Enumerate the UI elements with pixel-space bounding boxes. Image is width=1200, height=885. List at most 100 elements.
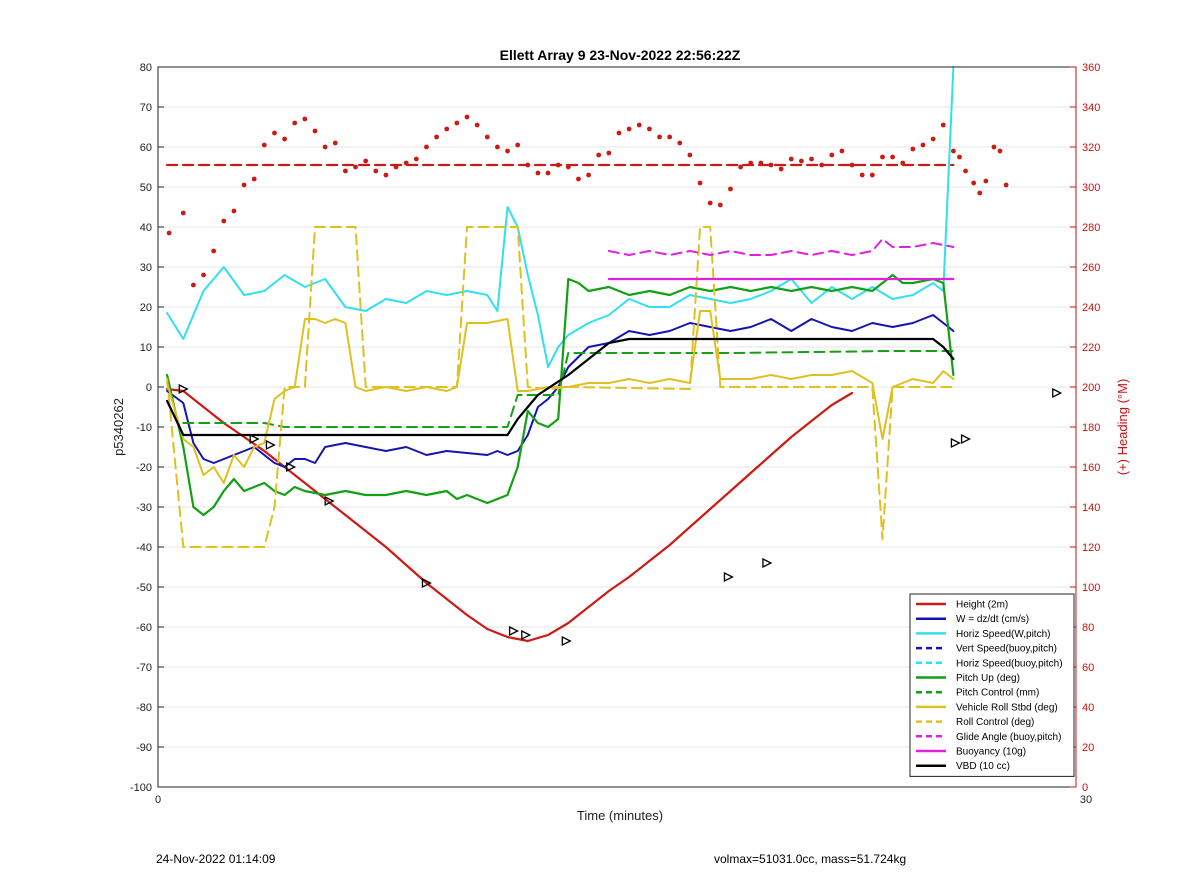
- heading-point: [424, 144, 429, 150]
- heading-point: [957, 154, 962, 160]
- heading-point: [717, 202, 723, 208]
- heading-point: [272, 130, 277, 136]
- legend-label: Vehicle Roll Stbd (deg): [956, 702, 1058, 713]
- y-right-tick-label: 260: [1082, 262, 1100, 274]
- heading-point: [606, 150, 612, 156]
- heading-point: [525, 162, 531, 168]
- x-tick-label: 0: [155, 794, 161, 806]
- y-right-tick-label: 80: [1082, 622, 1094, 634]
- y-tick-label: -50: [136, 582, 152, 594]
- height-marker: [178, 383, 189, 395]
- heading-point: [515, 142, 521, 148]
- height-marker: [723, 571, 734, 583]
- heading-point: [353, 164, 358, 170]
- heading-point: [748, 160, 754, 166]
- heading-point: [191, 282, 196, 288]
- chart-title: Ellett Array 9 23-Nov-2022 22:56:22Z: [500, 47, 741, 63]
- series-pitch-line: [166, 273, 955, 517]
- heading-point: [302, 116, 308, 122]
- heading-point: [322, 144, 328, 150]
- y-tick-label: -10: [136, 422, 152, 434]
- heading-point: [231, 208, 237, 214]
- legend-label: VBD (10 cc): [956, 761, 1010, 772]
- y-right-tick-label: 140: [1082, 502, 1100, 514]
- legend: Height (2m) W = dz/dt (cm/s) Horiz Speed(W…: [909, 593, 1075, 777]
- y-right-tick-label: 360: [1082, 62, 1100, 74]
- heading-point: [505, 148, 510, 154]
- heading-point: [859, 172, 865, 178]
- series-glide-line: [607, 238, 955, 256]
- heading-point: [363, 158, 369, 164]
- heading-point: [201, 272, 206, 278]
- heading-point: [282, 136, 287, 142]
- height-marker: [960, 433, 972, 445]
- heading-point: [738, 164, 743, 170]
- heading-point: [434, 134, 439, 140]
- heading-point: [393, 164, 399, 170]
- x-axis-label: Time (minutes): [577, 808, 663, 823]
- y-tick-label: 70: [140, 102, 152, 114]
- heading-point: [677, 140, 683, 146]
- heading-point: [495, 144, 500, 150]
- y-right-tick-label: 200: [1082, 382, 1100, 394]
- y-right-tick-label: 20: [1082, 742, 1094, 754]
- heading-point: [991, 144, 997, 150]
- heading-point: [930, 136, 936, 142]
- heading-point: [940, 122, 946, 128]
- heading-point: [900, 160, 906, 166]
- heading-point: [758, 160, 764, 166]
- y-right-tick-label: 280: [1082, 222, 1100, 234]
- y-right-tick-label: 120: [1082, 542, 1100, 554]
- height-marker: [521, 629, 532, 641]
- heading-point: [444, 126, 450, 132]
- heading-point: [403, 160, 409, 166]
- heading-point: [657, 134, 662, 140]
- heading-point: [799, 158, 804, 164]
- y-tick-label: 0: [146, 382, 152, 394]
- y-tick-label: 40: [140, 222, 152, 234]
- height-marker: [249, 433, 260, 445]
- heading-point: [768, 162, 774, 168]
- height-marker: [324, 495, 335, 507]
- y-tick-label: -80: [136, 702, 152, 714]
- heading-point: [983, 178, 989, 184]
- heading-point: [839, 148, 845, 154]
- y-tick-label: -20: [136, 462, 152, 474]
- heading-point: [586, 172, 591, 178]
- heading-point: [977, 190, 983, 196]
- height-marker: [561, 635, 572, 647]
- heading-point: [778, 166, 784, 172]
- heading-point: [951, 148, 956, 154]
- y-tick-label: -60: [136, 622, 152, 634]
- series-layer: [166, 66, 1063, 647]
- heading-point: [890, 154, 895, 160]
- series-vbd-line: [166, 337, 955, 437]
- legend-label: W = dz/dt (cm/s): [956, 614, 1029, 625]
- heading-point: [221, 218, 227, 224]
- heading-point: [332, 140, 338, 146]
- legend-label: Pitch Up (deg): [956, 673, 1020, 684]
- legend-label: Roll Control (deg): [956, 717, 1034, 728]
- heading-point: [545, 170, 551, 176]
- heading-point: [997, 148, 1003, 154]
- legend-label: Height (2m): [956, 600, 1008, 611]
- y-tick-label: 10: [140, 342, 152, 354]
- series-roll_ctrl-line: [166, 226, 955, 548]
- y-tick-label: -100: [130, 782, 152, 794]
- heading-point: [484, 134, 490, 140]
- heading-point: [413, 156, 419, 162]
- heading-point: [728, 186, 733, 192]
- y-right-tick-label: 160: [1082, 462, 1100, 474]
- heading-point: [963, 168, 968, 174]
- y-tick-label: 20: [140, 302, 152, 314]
- height-marker: [508, 625, 520, 637]
- y-axis-label: p5340262: [111, 398, 126, 456]
- legend-box: [909, 593, 1075, 777]
- heading-point: [555, 162, 561, 168]
- height-marker: [1052, 387, 1063, 399]
- y-tick-label: 80: [140, 62, 152, 74]
- heading-point: [636, 122, 642, 128]
- height-marker: [421, 577, 432, 589]
- heading-point: [373, 168, 379, 174]
